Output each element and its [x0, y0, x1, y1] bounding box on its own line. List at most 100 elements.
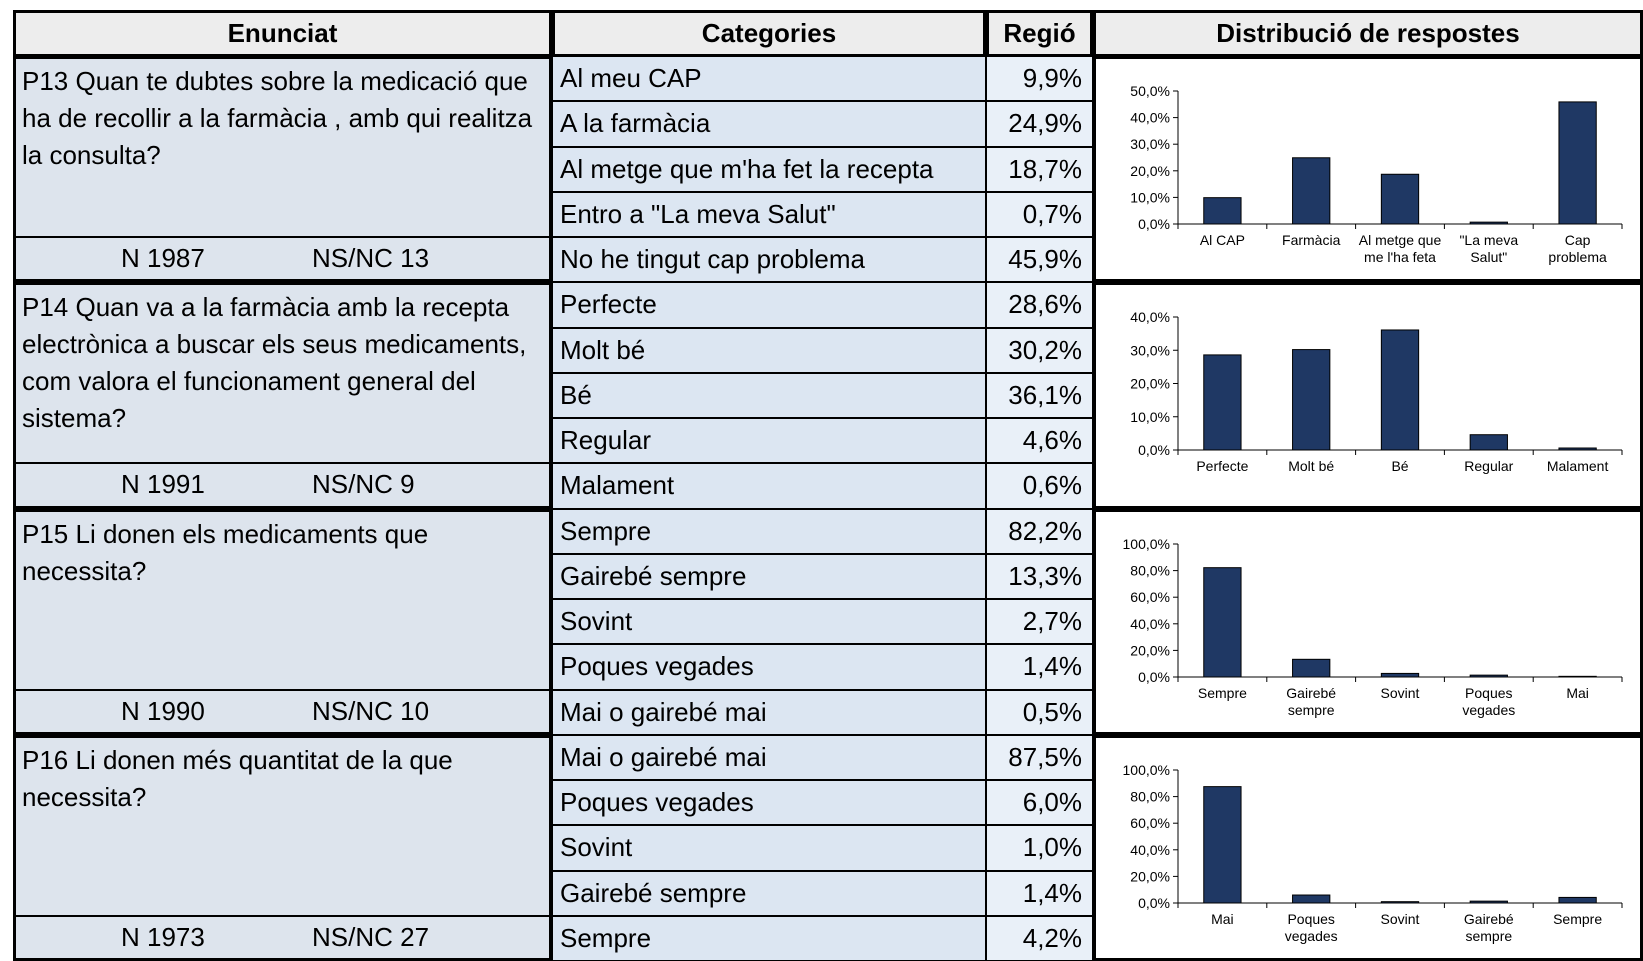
- y-tick-label: 30,0%: [1130, 136, 1170, 152]
- bar: [1203, 354, 1242, 451]
- n-count: N 1987: [121, 243, 205, 273]
- percentage: 13,3%: [986, 553, 1093, 599]
- y-tick-label: 100,0%: [1123, 762, 1170, 778]
- percentage: 0,6%: [986, 463, 1093, 509]
- y-tick-label: 100,0%: [1123, 536, 1170, 552]
- bar: [1380, 900, 1420, 904]
- question-text: P13 Quan te dubtes sobre la medicació qu…: [13, 56, 552, 237]
- percentage: 6,0%: [986, 780, 1093, 826]
- chart-cell: 0,0% 20,0% 40,0% 60,0% 80,0% 100,0% Sempre Gair…: [1093, 508, 1643, 735]
- percentage: 2,7%: [986, 599, 1093, 645]
- percentage: 87,5%: [986, 734, 1093, 780]
- bar: [1469, 221, 1508, 225]
- chart-cell: 0,0% 10,0% 20,0% 30,0% 40,0% Perfecte Molt bé B…: [1093, 282, 1643, 509]
- percentage: 4,2%: [986, 915, 1093, 961]
- y-tick-label: 60,0%: [1130, 589, 1170, 605]
- x-tick-label: Farmàcia: [1282, 232, 1341, 248]
- question-text: P14 Quan va a la farmàcia amb la recepta…: [13, 282, 552, 464]
- n-count: N 1990: [121, 695, 205, 726]
- chart: 0,0% 10,0% 20,0% 30,0% 40,0% Perfecte Molt bé B…: [1130, 309, 1623, 474]
- category: Gairebé sempre: [552, 553, 986, 599]
- header-cell: Enunciat: [13, 10, 552, 57]
- category: Regular: [552, 418, 986, 464]
- bar: [1469, 900, 1508, 904]
- x-tick-label: Mai: [1566, 685, 1589, 701]
- y-tick-label: 30,0%: [1130, 343, 1170, 359]
- percentage: 1,0%: [986, 825, 1093, 871]
- chart-cell: 0,0% 20,0% 40,0% 60,0% 80,0% 100,0% Mai Poques v…: [1093, 734, 1643, 961]
- percentage: 24,9%: [986, 101, 1093, 147]
- x-tick-label: Cap: [1565, 232, 1591, 248]
- percentage: 0,5%: [986, 689, 1093, 735]
- category: Perfecte: [552, 282, 986, 328]
- bar: [1380, 329, 1420, 451]
- category: Sempre: [552, 915, 986, 961]
- n-count: N 1991: [121, 469, 205, 500]
- nsnc-count: NS/NC 13: [312, 243, 430, 273]
- category: No he tingut cap problema: [552, 237, 986, 283]
- n-row: N 1987 NS/NC 13: [13, 237, 552, 283]
- y-tick-label: 40,0%: [1130, 842, 1170, 858]
- x-tick-label: Sempre: [1198, 685, 1247, 701]
- header-cell: Regió: [986, 10, 1093, 57]
- y-tick-label: 10,0%: [1130, 409, 1170, 425]
- category: Sovint: [552, 599, 986, 645]
- y-tick-label: 60,0%: [1130, 815, 1170, 831]
- y-tick-label: 0,0%: [1138, 669, 1170, 685]
- y-tick-label: 0,0%: [1138, 895, 1170, 911]
- question-text: P16 Li donen més quantitat de la que nec…: [13, 734, 552, 916]
- y-tick-label: 20,0%: [1130, 163, 1170, 179]
- bar: [1292, 658, 1331, 678]
- chart-cell: 0,0% 10,0% 20,0% 30,0% 40,0% 50,0% Al CAP Farmà…: [1093, 56, 1643, 283]
- y-tick-label: 50,0%: [1130, 83, 1170, 99]
- bar: [1292, 349, 1331, 451]
- category: Mai o gairebé mai: [552, 689, 986, 735]
- category: Entro a "La meva Salut": [552, 191, 986, 237]
- y-tick-label: 40,0%: [1130, 309, 1170, 325]
- percentage: 28,6%: [986, 282, 1093, 328]
- bar: [1203, 785, 1242, 904]
- x-tick-label: Salut": [1470, 249, 1507, 265]
- percentage: 0,7%: [986, 191, 1093, 237]
- y-tick-label: 80,0%: [1130, 562, 1170, 578]
- y-tick-label: 20,0%: [1130, 642, 1170, 658]
- chart: 0,0% 10,0% 20,0% 30,0% 40,0% 50,0% Al CAP Farmà…: [1130, 83, 1623, 265]
- category: Al metge que m'ha fet la recepta: [552, 146, 986, 192]
- bar: [1558, 896, 1597, 904]
- bar: [1558, 447, 1597, 451]
- x-tick-label: Molt bé: [1288, 458, 1334, 474]
- x-tick-label: Al CAP: [1200, 232, 1245, 248]
- x-tick-label: sempre: [1288, 702, 1335, 718]
- bar: [1558, 101, 1597, 225]
- header-cell: Distribució de respostes: [1093, 10, 1643, 57]
- category: Gairebé sempre: [552, 870, 986, 916]
- percentage: 1,4%: [986, 870, 1093, 916]
- percentage: 82,2%: [986, 508, 1093, 554]
- y-tick-label: 40,0%: [1130, 615, 1170, 631]
- percentage: 45,9%: [986, 237, 1093, 283]
- n-count: N 1973: [121, 921, 205, 952]
- category: Poques vegades: [552, 780, 986, 826]
- nsnc-count: NS/NC 27: [312, 921, 430, 952]
- bar: [1203, 197, 1242, 225]
- x-tick-label: vegades: [1285, 928, 1338, 944]
- category: Mai o gairebé mai: [552, 734, 986, 780]
- question-text: P15 Li donen els medicaments que necessi…: [13, 508, 552, 690]
- percentage: 30,2%: [986, 327, 1093, 373]
- nsnc-count: NS/NC 9: [312, 469, 415, 500]
- category: Molt bé: [552, 327, 986, 373]
- bar: [1469, 434, 1508, 451]
- x-tick-label: Regular: [1464, 458, 1513, 474]
- chart: 0,0% 20,0% 40,0% 60,0% 80,0% 100,0% Mai Poquesv…: [1123, 762, 1623, 944]
- percentage: 4,6%: [986, 418, 1093, 464]
- y-tick-label: 0,0%: [1138, 216, 1170, 232]
- x-tick-label: Mai: [1211, 911, 1234, 927]
- bar: [1558, 675, 1597, 678]
- x-tick-label: vegades: [1462, 702, 1515, 718]
- x-tick-label: Bé: [1391, 458, 1408, 474]
- x-tick-label: Gairebé: [1464, 911, 1514, 927]
- x-tick-label: Poques: [1287, 911, 1334, 927]
- x-tick-label: Sovint: [1381, 685, 1420, 701]
- header-cell: Categories: [552, 10, 986, 57]
